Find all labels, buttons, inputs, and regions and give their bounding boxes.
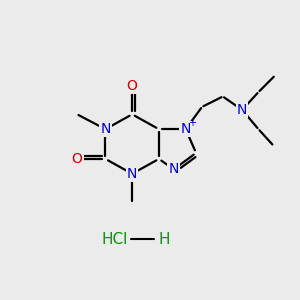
Text: HCl: HCl [101, 232, 128, 247]
Text: N: N [237, 103, 247, 117]
Text: +: + [188, 118, 196, 128]
Text: N: N [100, 122, 111, 136]
Text: O: O [72, 152, 83, 166]
Text: N: N [181, 122, 191, 136]
Text: O: O [127, 79, 138, 93]
Text: N: N [127, 167, 137, 181]
Text: H: H [159, 232, 170, 247]
Text: N: N [169, 162, 179, 176]
